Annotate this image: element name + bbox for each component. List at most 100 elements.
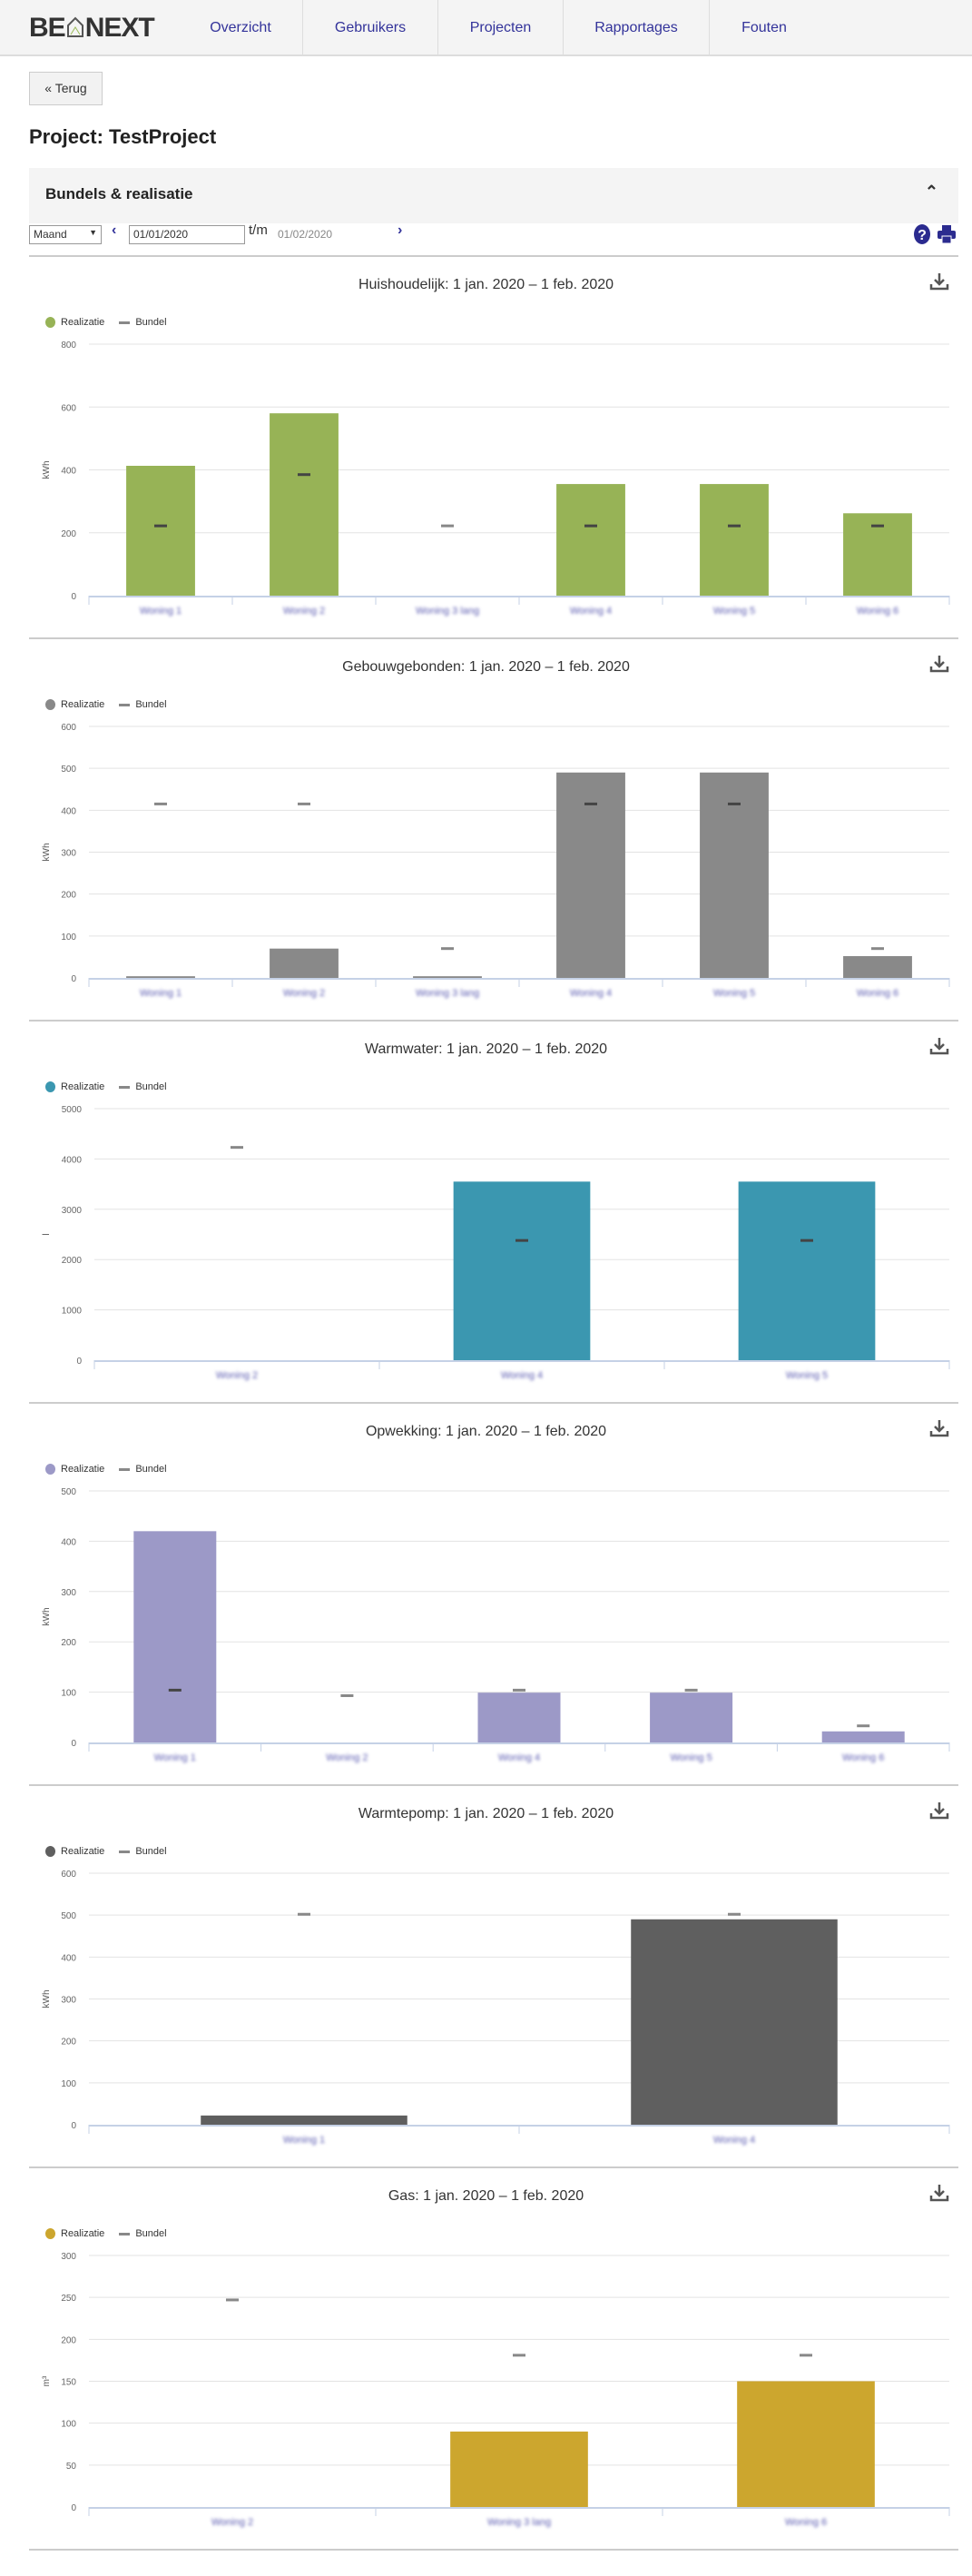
- bar-realisatie: [556, 772, 625, 978]
- x-tick-label: Woning 3 lang: [487, 2517, 551, 2528]
- top-navigation: BE NEXT Overzicht Gebruikers Projecten Ra…: [0, 0, 972, 56]
- x-tick-label: Woning 6: [842, 1752, 884, 1763]
- chart-3: Opwekking: 1 jan. 2020 – 1 feb. 2020 Rea…: [0, 1404, 972, 1786]
- legend-dash-icon: [119, 1850, 131, 1853]
- nav-fouten[interactable]: Fouten: [741, 20, 787, 35]
- download-icon[interactable]: [929, 1418, 949, 1438]
- bar-realisatie: [450, 2431, 588, 2507]
- legend-bundel[interactable]: Bundel: [135, 1081, 167, 1092]
- bundel-marker: [154, 524, 167, 528]
- y-tick-label: 600: [61, 1870, 76, 1880]
- legend-realisatie[interactable]: Realizatie: [61, 317, 105, 328]
- chevron-right-icon[interactable]: ›: [398, 222, 403, 238]
- svg-text:?: ?: [918, 228, 927, 243]
- bar-realisatie: [201, 2115, 407, 2125]
- period-select[interactable]: Maand ▼: [29, 225, 102, 244]
- y-tick-label: 200: [61, 2038, 76, 2048]
- date-to: 01/02/2020: [278, 228, 333, 241]
- legend-bundel[interactable]: Bundel: [135, 317, 167, 328]
- bundel-marker: [728, 524, 741, 528]
- legend-dot-icon: [45, 317, 55, 328]
- nav-projecten[interactable]: Projecten: [469, 20, 532, 35]
- x-tick-label: Woning 2: [211, 2517, 253, 2528]
- x-tick-label: Woning 3 lang: [416, 606, 479, 617]
- bar-realisatie: [700, 484, 769, 596]
- legend-bundel[interactable]: Bundel: [135, 1846, 167, 1857]
- chevron-up-icon[interactable]: ⌃: [924, 183, 938, 201]
- bundel-marker: [871, 947, 884, 951]
- y-tick-label: 500: [61, 1487, 76, 1497]
- bar-realisatie: [453, 1181, 591, 1360]
- y-tick-label: 600: [61, 403, 76, 413]
- bar-realisatie: [650, 1693, 733, 1742]
- bar-chart: 0 1000 2000 3000 4000 5000 l Woning 2 Woning 4 Wo…: [42, 1105, 950, 1381]
- house-logo-icon: [66, 16, 83, 37]
- nav-rapportages[interactable]: Rapportages: [594, 20, 678, 35]
- legend-realisatie[interactable]: Realizatie: [61, 2228, 105, 2239]
- y-tick-label: 0: [71, 1739, 76, 1749]
- x-tick-label: Woning 2: [283, 606, 325, 617]
- legend-dot-icon: [45, 1846, 55, 1857]
- x-tick-label: Woning 6: [857, 606, 898, 617]
- bar-chart: 0 100 200 300 400 500 600 kWh Woning 1 Woning 2 Wo…: [42, 723, 950, 999]
- bar-realisatie: [126, 465, 195, 596]
- help-icon[interactable]: ?: [912, 223, 932, 245]
- back-button[interactable]: « Terug: [29, 72, 103, 105]
- y-axis-label: kWh: [42, 1608, 52, 1626]
- nav-divider: [709, 0, 710, 56]
- bundel-marker: [441, 947, 454, 951]
- y-tick-label: 300: [61, 1996, 76, 2006]
- legend-dot-icon: [45, 1081, 55, 1092]
- legend-dot-icon: [45, 1464, 55, 1475]
- download-icon[interactable]: [929, 1801, 949, 1821]
- logo[interactable]: BE NEXT: [29, 13, 155, 43]
- bundel-marker: [871, 524, 884, 528]
- bar-realisatie: [737, 2381, 875, 2507]
- x-tick-label: Woning 2: [216, 1370, 258, 1381]
- nav-divider: [437, 0, 438, 56]
- legend-realisatie[interactable]: Realizatie: [61, 1846, 105, 1857]
- bundel-marker: [231, 1146, 243, 1150]
- y-tick-label: 800: [61, 341, 76, 350]
- legend-dash-icon: [119, 1467, 131, 1471]
- x-tick-label: Woning 4: [713, 2135, 755, 2146]
- download-icon[interactable]: [929, 2183, 949, 2203]
- legend-dot-icon: [45, 699, 55, 710]
- y-tick-label: 200: [61, 2335, 76, 2345]
- chevron-left-icon[interactable]: ‹: [112, 222, 117, 238]
- date-range-separator: t/m: [249, 222, 268, 238]
- download-icon[interactable]: [929, 1036, 949, 1056]
- bar-realisatie: [631, 1919, 838, 2125]
- y-tick-label: 400: [61, 467, 76, 477]
- legend-bundel[interactable]: Bundel: [135, 2228, 167, 2239]
- legend-bundel[interactable]: Bundel: [135, 1464, 167, 1475]
- bundel-marker: [513, 1688, 525, 1692]
- legend-realisatie[interactable]: Realizatie: [61, 1081, 105, 1092]
- chart-legend: Realizatie Bundel: [45, 317, 167, 328]
- section-header[interactable]: Bundels & realisatie ⌃: [29, 168, 958, 223]
- nav-overzicht[interactable]: Overzicht: [210, 20, 271, 35]
- date-from-input[interactable]: 01/01/2020: [129, 225, 245, 244]
- y-tick-label: 200: [61, 891, 76, 901]
- x-tick-label: Woning 3 lang: [416, 988, 479, 999]
- chart-title: Gas: 1 jan. 2020 – 1 feb. 2020: [388, 2188, 584, 2204]
- chart-title: Gebouwgebonden: 1 jan. 2020 – 1 feb. 202…: [342, 659, 630, 675]
- bundel-marker: [298, 473, 310, 477]
- y-tick-label: 150: [61, 2378, 76, 2388]
- y-axis-label: kWh: [42, 461, 52, 479]
- download-icon[interactable]: [929, 271, 949, 291]
- bar-realisatie: [821, 1731, 905, 1742]
- legend-dash-icon: [119, 2232, 131, 2235]
- chart-title: Warmwater: 1 jan. 2020 – 1 feb. 2020: [364, 1041, 608, 1057]
- x-tick-label: Woning 4: [570, 988, 612, 999]
- download-icon[interactable]: [929, 654, 949, 674]
- y-tick-label: 100: [61, 933, 76, 943]
- legend-realisatie[interactable]: Realizatie: [61, 1464, 105, 1475]
- print-icon[interactable]: [937, 223, 957, 245]
- legend-bundel[interactable]: Bundel: [135, 699, 167, 710]
- legend-realisatie[interactable]: Realizatie: [61, 699, 105, 710]
- x-tick-label: Woning 6: [857, 988, 898, 999]
- divider: [29, 637, 958, 639]
- y-axis-label: m³: [42, 2375, 52, 2386]
- nav-gebruikers[interactable]: Gebruikers: [334, 20, 407, 35]
